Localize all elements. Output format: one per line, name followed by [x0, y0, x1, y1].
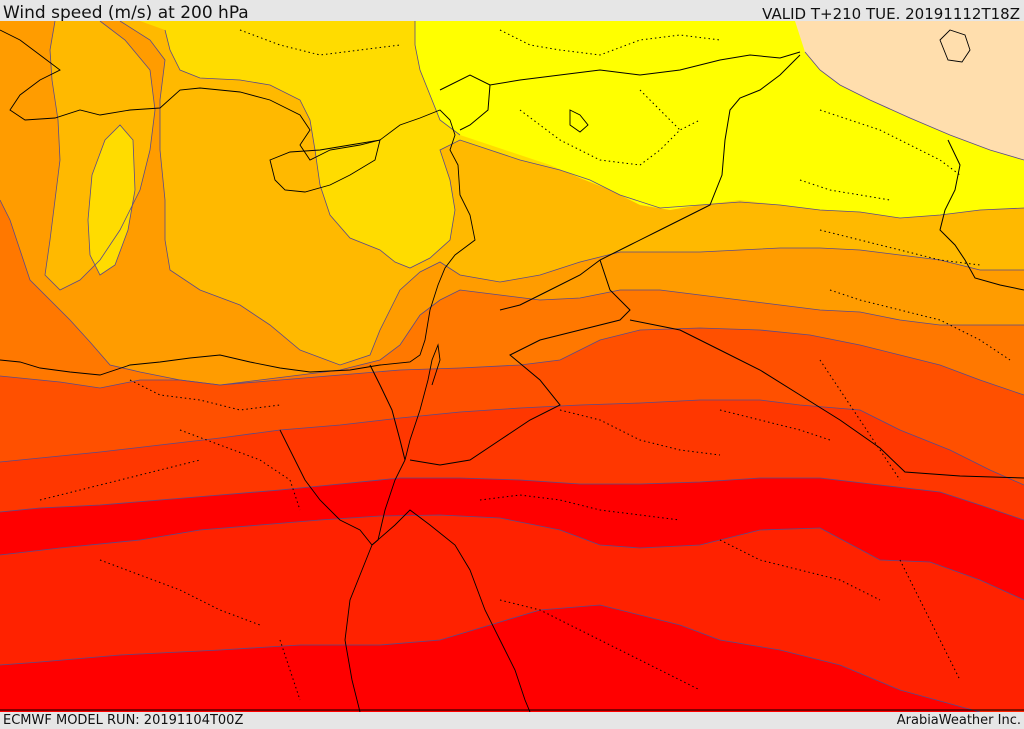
band-lightest [795, 21, 1024, 160]
map-title: Wind speed (m/s) at 200 hPa [3, 3, 249, 23]
isotach-contours [0, 21, 1024, 712]
footer-bar: ECMWF MODEL RUN: 20191104T00Z ArabiaWeat… [0, 712, 1024, 729]
country-borders [0, 51, 1024, 711]
coastlines [0, 29, 971, 712]
admin-boundaries [39, 29, 1011, 701]
valid-time: VALID T+210 TUE. 20191112T18Z [762, 5, 1020, 23]
band-gold-island [88, 125, 135, 275]
wind-speed-map [0, 21, 1024, 712]
model-run-label: ECMWF MODEL RUN: 20191104T00Z [3, 713, 244, 728]
title-bar: Wind speed (m/s) at 200 hPa VALID T+210 … [0, 0, 1024, 23]
credit-label: ArabiaWeather Inc. [896, 713, 1021, 728]
